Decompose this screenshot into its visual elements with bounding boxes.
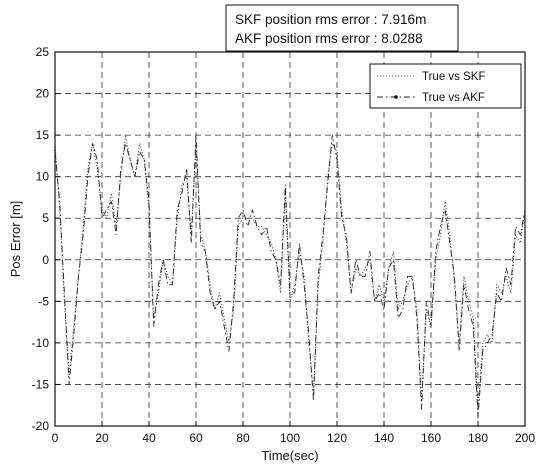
x-tick-label: 0 [52, 431, 59, 445]
x-tick-label: 200 [515, 431, 535, 445]
y-axis-label: Pos Error [m] [8, 201, 23, 278]
annotation-skf-rms: SKF position rms error : 7.916m [235, 12, 426, 27]
x-tick-label: 140 [374, 431, 394, 445]
y-tick-label: -5 [38, 294, 49, 308]
series-line-akf [54, 134, 526, 419]
x-axis-label: Time(sec) [261, 448, 318, 463]
rms-annotation-box: SKF position rms error : 7.916m AKF posi… [225, 4, 459, 52]
x-tick-label: 40 [142, 431, 156, 445]
x-tick-label: 160 [421, 431, 441, 445]
x-tick-label: 20 [95, 431, 109, 445]
x-tick-label: 180 [468, 431, 488, 445]
x-tick-label: 120 [327, 431, 347, 445]
y-tick-label: 15 [36, 128, 50, 142]
legend-box [369, 63, 522, 109]
x-tick-label: 80 [236, 431, 250, 445]
x-tick-label: 100 [280, 431, 300, 445]
y-tick-label: -10 [32, 336, 50, 350]
legend-marker-akf [394, 95, 398, 99]
grid-lines [55, 52, 525, 426]
y-tick-label: -20 [32, 419, 50, 433]
axis-ticks: 0 20 40 60 80 100 120 140 160 180 200 -20 -15 -10 -5 0 5… [32, 45, 536, 445]
series-lines [54, 134, 526, 419]
y-tick-label: 25 [36, 45, 50, 59]
x-tick-label: 60 [189, 431, 203, 445]
legend-label-akf: True vs AKF [422, 92, 485, 104]
y-tick-label: 10 [36, 170, 50, 184]
y-tick-label: -15 [32, 377, 50, 391]
legend: True vs SKF True vs AKF [369, 63, 522, 109]
y-tick-label: 0 [42, 253, 49, 267]
legend-label-skf: True vs SKF [422, 71, 485, 83]
y-tick-label: 5 [42, 211, 49, 225]
y-tick-label: 20 [36, 87, 50, 101]
annotation-akf-rms: AKF position rms error : 8.0288 [235, 31, 423, 46]
